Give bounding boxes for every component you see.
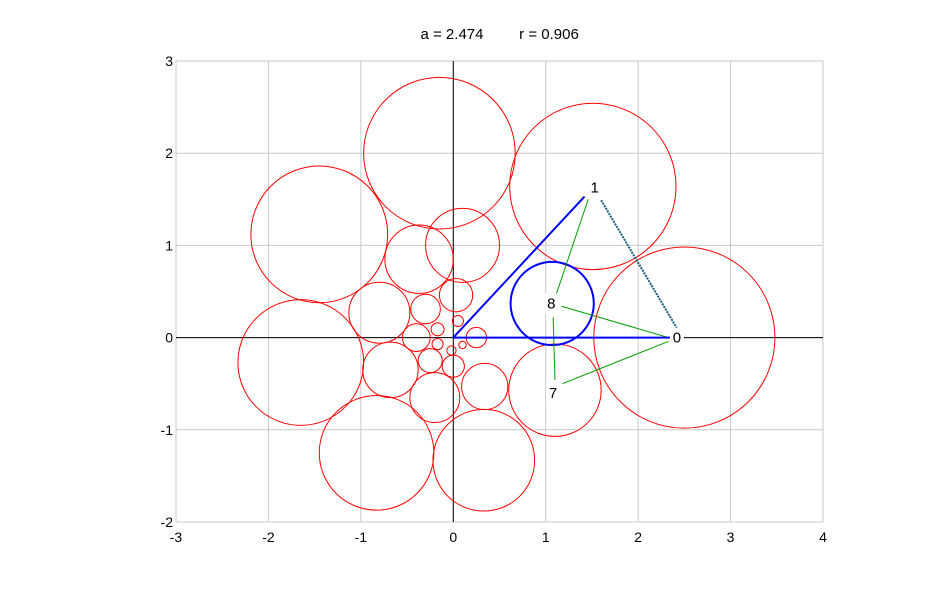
x-tick-label: -3 xyxy=(170,529,183,545)
packed-circle xyxy=(430,322,445,337)
triangle-edge-left xyxy=(452,195,586,339)
packed-circle xyxy=(410,293,441,325)
packed-circle xyxy=(417,348,443,374)
chart-title-a: a = 2.474 xyxy=(421,26,484,43)
packed-circle xyxy=(508,343,602,437)
packed-circle xyxy=(509,102,677,271)
packed-circle xyxy=(318,395,435,511)
point-labels: 0 1 8 7 xyxy=(544,177,684,403)
packed-circle xyxy=(401,323,431,352)
axes xyxy=(176,61,823,522)
y-tick-label: 2 xyxy=(165,145,173,161)
x-tick-label: 0 xyxy=(449,529,457,545)
packed-circle xyxy=(431,338,444,351)
y-tick-label: -1 xyxy=(161,422,174,438)
packed-circle xyxy=(363,76,516,230)
y-tick-label: 1 xyxy=(165,237,173,253)
point-label-bg xyxy=(546,382,561,403)
circle-packing xyxy=(237,76,776,512)
point-label: 8 xyxy=(547,295,555,312)
chart-title-r: r = 0.906 xyxy=(519,26,579,43)
point-label: 0 xyxy=(673,330,681,347)
connector-line xyxy=(552,317,556,381)
triangle-edge-right xyxy=(600,199,678,329)
point-label-bg xyxy=(587,177,602,198)
x-tick-label: -2 xyxy=(262,529,275,545)
x-tick-label: 2 xyxy=(634,529,642,545)
packed-circle xyxy=(237,299,365,426)
connector-line xyxy=(561,305,669,339)
point-label-bg xyxy=(669,327,684,348)
packed-circle xyxy=(425,207,500,283)
point-label: 1 xyxy=(591,179,599,196)
packed-circle xyxy=(250,165,389,304)
x-tick-label: 3 xyxy=(727,529,735,545)
point-label-bg xyxy=(544,293,559,314)
packed-circle xyxy=(348,281,411,344)
packed-circle xyxy=(461,362,509,411)
packed-circle xyxy=(451,314,464,328)
grid xyxy=(175,60,824,523)
y-tick-label: 0 xyxy=(165,330,173,346)
packed-circle xyxy=(362,341,419,399)
packed-circle xyxy=(432,408,536,512)
connector-line xyxy=(562,340,669,385)
connector-line xyxy=(552,199,589,304)
y-tick-label: -2 xyxy=(161,514,174,530)
packed-circle xyxy=(438,278,474,313)
inscribed-circle xyxy=(509,260,595,347)
packed-circle xyxy=(409,372,461,423)
packed-circle xyxy=(446,345,457,356)
y-tick-label: 3 xyxy=(165,53,173,69)
x-tick-label: -1 xyxy=(355,529,368,545)
point-label: 7 xyxy=(549,385,557,402)
triangle-lines xyxy=(452,195,678,385)
packed-circle xyxy=(384,224,454,294)
x-tick-label: 4 xyxy=(819,529,827,545)
packed-circle xyxy=(458,340,467,350)
x-tick-label: 1 xyxy=(542,529,550,545)
